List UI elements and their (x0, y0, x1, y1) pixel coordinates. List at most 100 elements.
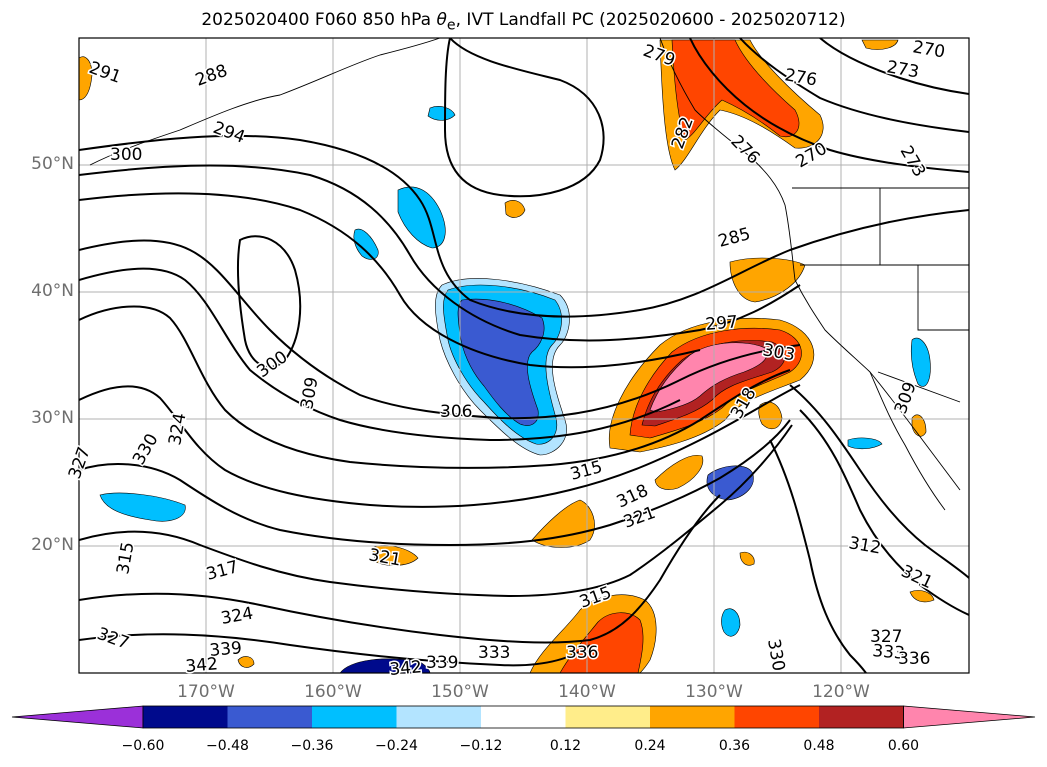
contour-label: 339 (209, 638, 243, 661)
contour-north-2 (79, 164, 801, 342)
lat-label-40n: 40°N (31, 281, 74, 301)
shade-neg-10 (847, 437, 883, 450)
contour-label: 327 (65, 444, 95, 481)
contour-mid-3 (79, 305, 791, 469)
contour-label: 317 (204, 557, 241, 585)
shade-pos-10 (911, 414, 927, 437)
theta-e-contours (79, 38, 969, 673)
colorbar-bin (227, 706, 313, 728)
colorbar-frame (142, 705, 904, 729)
shade-pos-13 (237, 656, 255, 668)
contour-label: 327 (870, 627, 902, 647)
contour-label: 309 (891, 379, 921, 416)
theta-symbol: θ (436, 10, 447, 30)
shade-pos-9 (861, 39, 899, 50)
contour-label: 291 (86, 58, 123, 88)
contour-label: 273 (885, 57, 920, 82)
colorbar-over-extension (903, 705, 1036, 729)
contour-south-2 (79, 424, 793, 598)
shade-neg-7 (721, 608, 741, 637)
contour-label: 330 (763, 637, 788, 672)
colorbar-under-extension (11, 705, 144, 729)
contour-north-3 (79, 192, 701, 369)
contour-label: 321 (898, 561, 936, 593)
lon-label-120w: 120°W (812, 682, 870, 702)
ca-coast (794, 279, 961, 491)
lon-label-170w: 170°W (177, 682, 235, 702)
contour-label: 324 (165, 411, 190, 446)
colorbar-bin (312, 706, 397, 728)
shade-neg-blue (457, 298, 545, 426)
plot-frame (78, 37, 970, 674)
colorbar-tick-label: −0.12 (459, 738, 503, 754)
contour-label: 336 (566, 643, 598, 663)
shade-neg-9 (910, 337, 931, 387)
colorbar-tick-label: −0.36 (290, 738, 334, 754)
shade-pos-2 (531, 499, 595, 548)
gridlines (79, 38, 969, 673)
contour-label: 312 (847, 533, 882, 558)
colorbar-tick-label: 0.24 (634, 738, 666, 754)
shade-pos-5 (758, 401, 783, 430)
contour-pnw-1 (689, 38, 969, 173)
contour-label: 270 (911, 37, 946, 62)
contour-north-1 (79, 134, 969, 318)
colorbar-bin (143, 706, 228, 728)
contour-label: 333 (872, 641, 906, 664)
colorbar-bin (734, 706, 820, 728)
shade-pos-south-red (559, 612, 644, 673)
contour-label: 288 (193, 61, 230, 91)
shade-neg-2 (397, 186, 446, 249)
us-mex-border (877, 371, 961, 403)
contour-label: 342 (389, 657, 423, 680)
colorbar-tick-label: −0.24 (375, 738, 418, 754)
contour-east-1 (789, 384, 969, 579)
lon-label-130w: 130°W (685, 682, 743, 702)
shade-neg-4 (706, 465, 754, 501)
contour-label: 309 (297, 375, 322, 410)
contour-label: 327 (94, 624, 131, 654)
colorbar-bin (396, 706, 482, 728)
contour-label: 300 (110, 145, 142, 165)
colorbar-tick-label: −0.48 (206, 738, 249, 754)
colorbar-tick-label: 0.48 (803, 738, 835, 754)
shade-pnw-red (671, 39, 800, 141)
colorbar-bin (481, 706, 566, 728)
colorbar-bin (650, 706, 735, 728)
contour-label: 276 (726, 131, 763, 168)
theta-subscript: e (446, 17, 456, 34)
lon-label-150w: 150°W (431, 682, 489, 702)
contour-label: 285 (716, 224, 753, 252)
contour-pnw-2 (739, 38, 969, 133)
contour-mid-4 (79, 384, 801, 508)
contour-label: 336 (898, 649, 930, 669)
state-border-3 (917, 265, 969, 331)
shade-pos-12 (909, 590, 935, 603)
shade-neg-6 (339, 658, 431, 673)
shade-pos-3 (729, 257, 806, 303)
contour-cutoff (236, 235, 302, 369)
contour-label: 297 (705, 312, 739, 335)
lon-label-140w: 140°W (558, 682, 616, 702)
shade-pos-11 (739, 551, 755, 566)
shade-neg-5 (99, 492, 186, 522)
shade-ar-pink (649, 342, 768, 413)
lat-label-20n: 20°N (31, 535, 74, 555)
shade-pos-7 (79, 56, 93, 101)
colorbar-tick-label: 0.60 (887, 738, 920, 754)
contour-label: 306 (440, 402, 472, 422)
contour-label: 315 (113, 540, 138, 575)
shade-pos-6 (504, 200, 526, 218)
colorbar-bin (565, 706, 651, 728)
lat-label-30n: 30°N (31, 408, 74, 428)
title-main: 2025020400 F060 850 hPa (201, 10, 437, 30)
contour-label: 330 (129, 430, 163, 468)
colorbar-tick-label: 0.12 (549, 738, 582, 754)
coastlines (89, 38, 969, 511)
colorbar-tick-label: −0.60 (121, 738, 165, 754)
contour-pnw-3 (819, 38, 969, 95)
shade-pos-4 (654, 454, 704, 490)
lat-label-50n: 50°N (31, 154, 74, 174)
contour-low-center (443, 38, 605, 198)
